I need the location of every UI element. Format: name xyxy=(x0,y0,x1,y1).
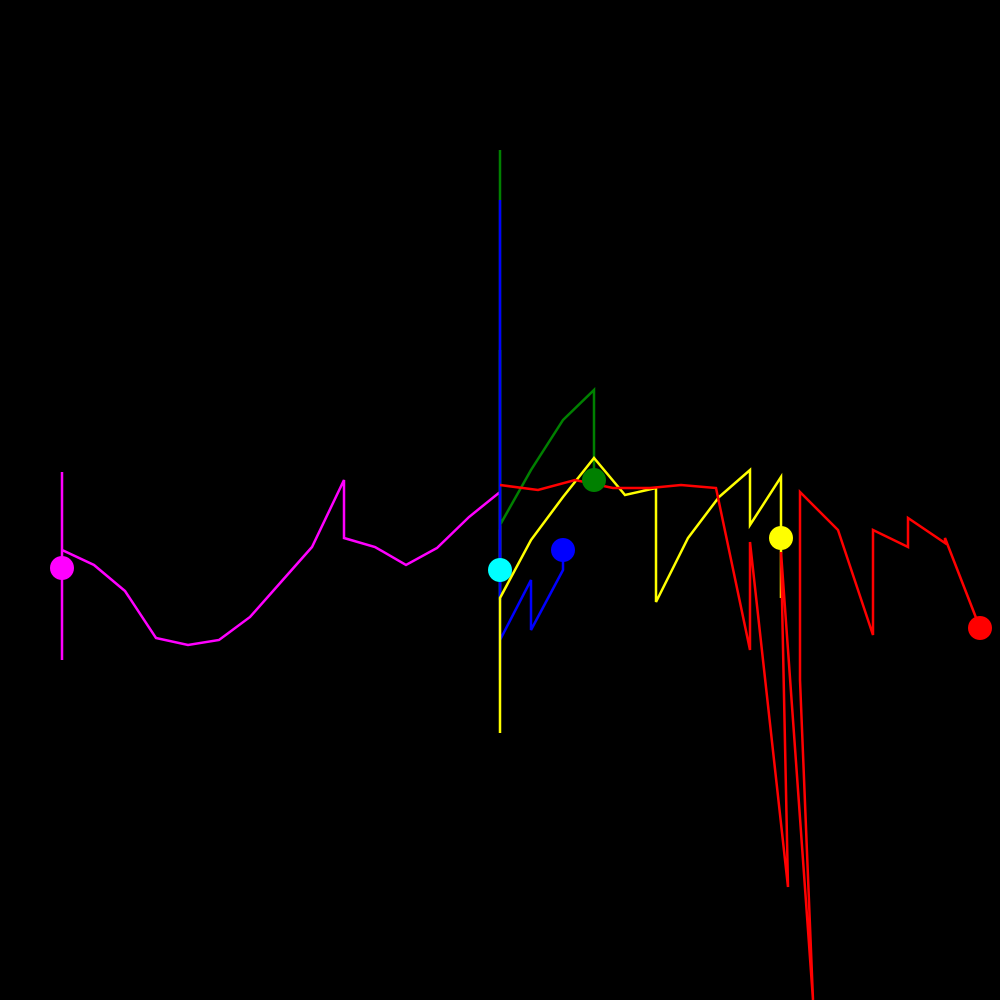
series-marker-cyan xyxy=(488,558,512,582)
series-layer xyxy=(60,150,982,1000)
series-marker-green xyxy=(582,468,606,492)
marker-layer xyxy=(50,468,992,640)
series-line-yellow xyxy=(498,456,783,733)
series-marker-yellow xyxy=(769,526,793,550)
series-marker-red xyxy=(968,616,992,640)
series-marker-magenta xyxy=(50,556,74,580)
series-line-blue xyxy=(498,200,565,680)
series-line-magenta xyxy=(60,472,502,660)
series-marker-blue xyxy=(551,538,575,562)
series-line-red xyxy=(499,478,982,1000)
